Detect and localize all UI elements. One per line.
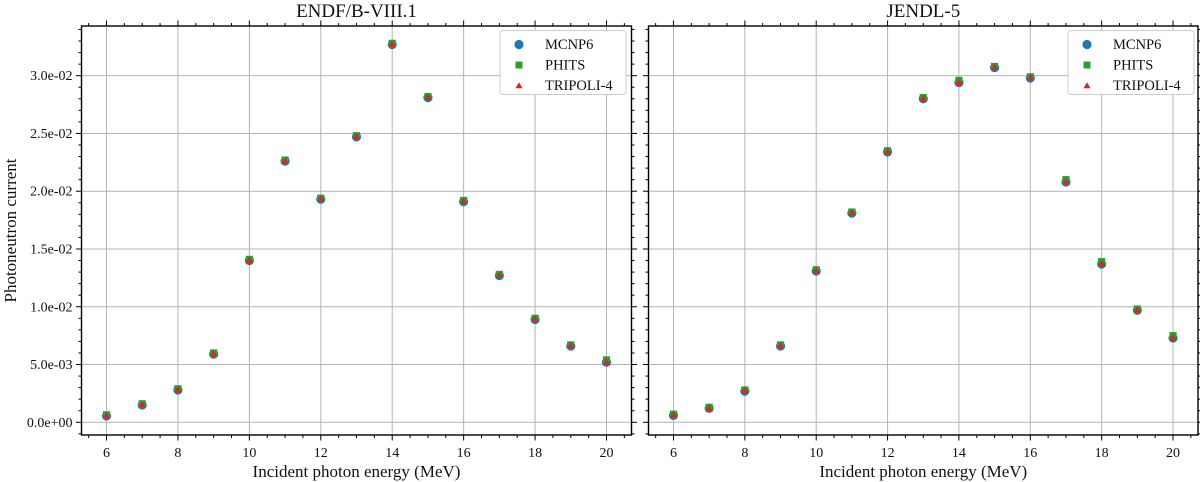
y-tick-label: 1.5e-02 [30, 242, 72, 257]
x-tick-label: 20 [1166, 446, 1180, 461]
data-point-tripoli4 [883, 147, 892, 155]
data-point-tripoli4 [281, 157, 289, 164]
data-point-tripoli4 [495, 271, 504, 278]
y-tick-label: 2.5e-02 [30, 127, 72, 142]
data-point-tripoli4 [174, 385, 182, 393]
data-point-tripoli4 [209, 350, 218, 357]
tripoli4-legend-marker-icon [1083, 82, 1091, 89]
data-point-tripoli4 [102, 411, 111, 419]
mcnp6-legend-marker-icon [514, 39, 524, 50]
x-tick-label: 10 [242, 446, 256, 461]
right-x-axis-label: Incident photon energy (MeV) [819, 462, 1027, 481]
x-tick-label: 10 [809, 446, 823, 461]
plot-spines [647, 25, 1199, 436]
right-legend: MCNP6 PHITS TRIPOLI-4 [1067, 30, 1195, 95]
data-point-tripoli4 [138, 400, 146, 408]
y-axis-label: Photoneutron current [1, 158, 20, 302]
y-tick-label: 5.0e-03 [30, 358, 72, 373]
data-point-tripoli4 [317, 195, 325, 202]
data-point-tripoli4 [705, 404, 713, 411]
data-point-tripoli4 [567, 341, 575, 349]
data-point-tripoli4 [741, 386, 749, 394]
x-tick-label: 14 [952, 446, 966, 461]
phits-legend-marker-icon [1083, 61, 1091, 69]
data-point-tripoli4 [776, 341, 785, 349]
data-point-tripoli4 [990, 63, 999, 70]
legend-label-phits: PHITS [545, 58, 585, 74]
x-tick-label: 14 [385, 446, 399, 461]
y-tick-label: 2.0e-02 [30, 185, 72, 200]
legend-box [1067, 30, 1195, 95]
x-tick-label: 8 [174, 446, 181, 461]
data-point-tripoli4 [602, 358, 611, 365]
x-tick-label: 6 [670, 446, 677, 461]
mcnp6-legend-marker-icon [1082, 39, 1092, 50]
plot-spines [80, 25, 633, 436]
x-tick-label: 12 [881, 446, 895, 461]
data-point-tripoli4 [919, 94, 927, 102]
x-tick-label: 20 [600, 446, 614, 461]
left-plot: 6 8 10 12 14 16 18 20 0.0e+00 5.0e-03 1.0e-02 1.5e-… [27, 20, 637, 461]
data-point-tripoli4 [352, 132, 361, 140]
data-point-tripoli4 [245, 256, 254, 263]
x-tick-label: 16 [1023, 446, 1037, 461]
data-point-tripoli4 [1169, 333, 1177, 341]
legend-label-tripoli4: TRIPOLI-4 [545, 78, 613, 94]
data-point-tripoli4 [1062, 177, 1070, 185]
data-point-tripoli4 [388, 40, 396, 47]
x-tick-label: 8 [741, 446, 748, 461]
legend-label-tripoli4: TRIPOLI-4 [1113, 78, 1181, 94]
data-point-tripoli4 [1133, 306, 1142, 313]
x-tick-label: 18 [1095, 446, 1109, 461]
x-tick-label: 16 [457, 446, 471, 461]
left-plot-title: ENDF/B-VIII.1 [296, 1, 417, 22]
y-tick-label: 0.0e+00 [27, 416, 73, 431]
data-point-tripoli4 [424, 93, 432, 101]
legend-box [499, 30, 627, 95]
x-tick-label: 18 [528, 446, 542, 461]
data-point-tripoli4 [1026, 73, 1034, 81]
right-plot-title: JENDL-5 [886, 1, 960, 22]
data-point-tripoli4 [669, 411, 678, 418]
phits-legend-marker-icon [515, 61, 523, 69]
data-point-tripoli4 [531, 315, 539, 322]
legend-label-mcnp6: MCNP6 [545, 37, 593, 53]
legend-label-mcnp6: MCNP6 [1113, 37, 1161, 53]
left-x-axis-label: Incident photon energy (MeV) [253, 462, 461, 481]
data-point-tripoli4 [955, 78, 963, 86]
legend-label-phits: PHITS [1113, 58, 1153, 74]
data-point-tripoli4 [812, 266, 820, 274]
data-point-tripoli4 [459, 197, 468, 205]
tripoli4-legend-marker-icon [515, 82, 523, 89]
y-tick-label: 1.0e-02 [30, 300, 72, 315]
x-tick-label: 6 [103, 446, 110, 461]
x-tick-label: 12 [314, 446, 328, 461]
data-point-tripoli4 [1097, 259, 1106, 267]
left-legend: MCNP6 PHITS TRIPOLI-4 [499, 30, 627, 95]
data-point-tripoli4 [848, 209, 856, 216]
y-tick-label: 3.0e-02 [30, 69, 72, 84]
